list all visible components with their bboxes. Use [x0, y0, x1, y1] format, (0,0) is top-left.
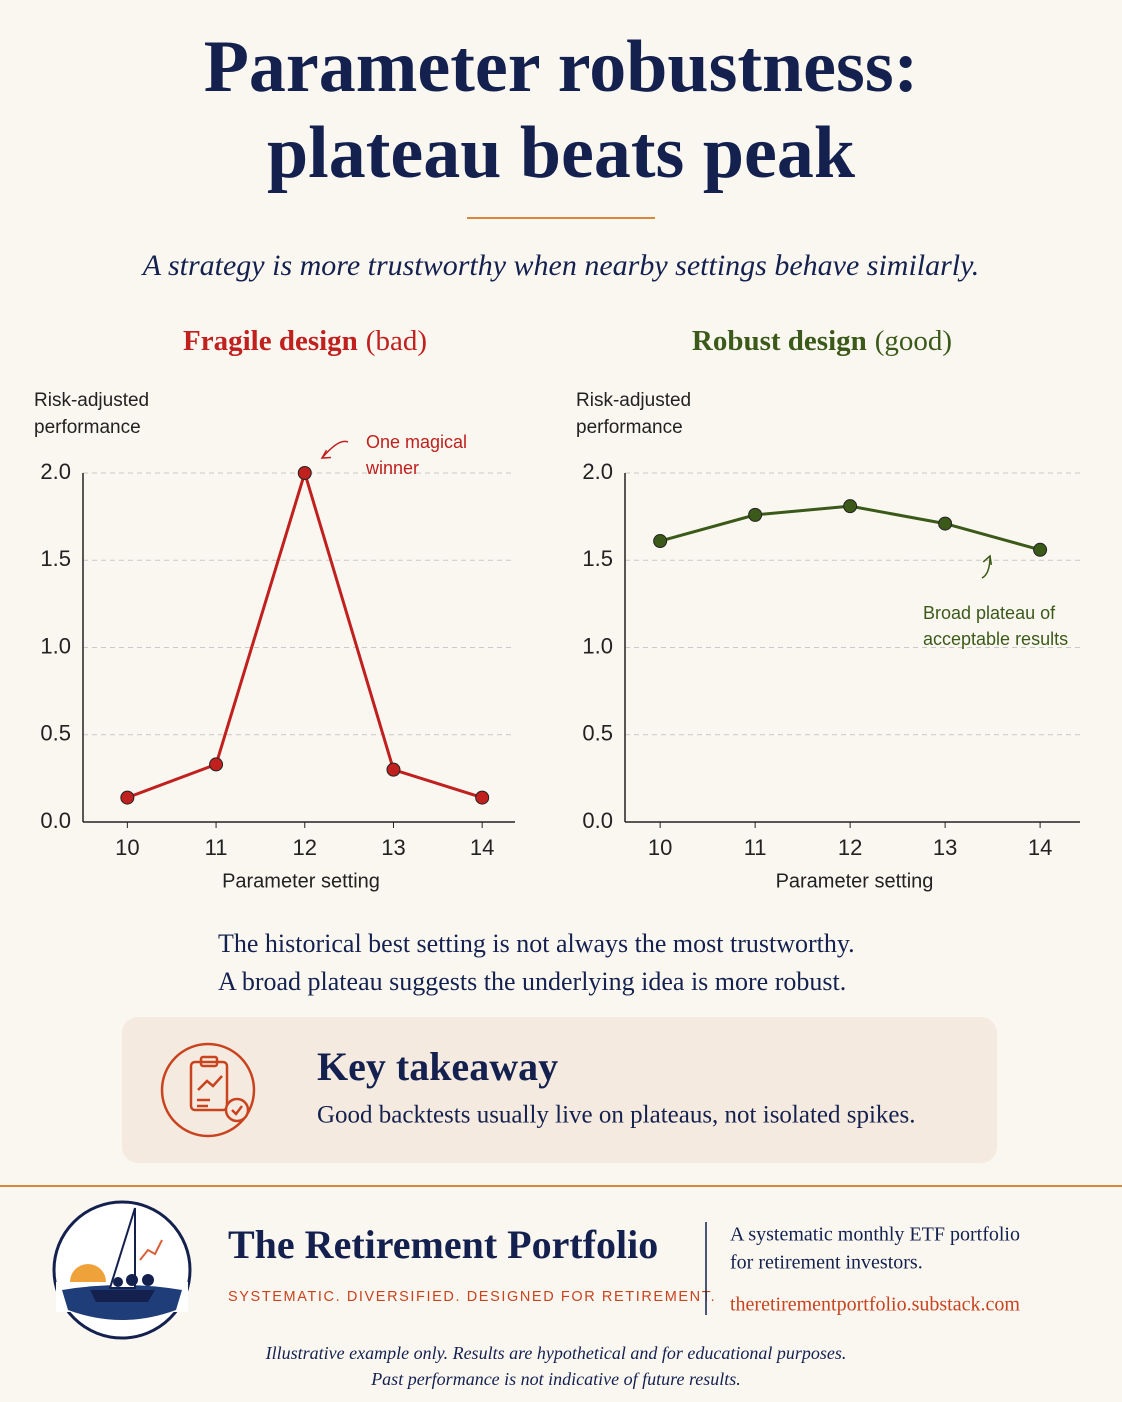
x-tick-label: 14: [470, 835, 494, 860]
x-axis-label: Parameter setting: [776, 870, 934, 892]
y-tick-label: 0.0: [40, 808, 71, 833]
point: [843, 499, 858, 514]
y-axis-label: performance: [576, 417, 683, 438]
disclaimer: Past performance is not indicative of fu…: [370, 1369, 741, 1389]
y-axis-label: Risk-adjusted: [576, 390, 691, 411]
url: theretirementportfolio.substack.com: [730, 1294, 1020, 1316]
point: [653, 534, 668, 549]
point: [748, 507, 763, 522]
point: [475, 790, 490, 805]
y-tick-label: 2.0: [40, 459, 71, 484]
description: for retirement investors.: [730, 1252, 923, 1274]
title-line: plateau beats peak: [267, 112, 856, 194]
chart-title-note: (bad): [366, 325, 427, 357]
y-tick-label: 1.0: [40, 633, 71, 658]
x-tick-label: 13: [381, 835, 405, 860]
x-tick-label: 14: [1028, 835, 1052, 860]
x-axis-label: Parameter setting: [222, 870, 380, 892]
subtitle: A strategy is more trustworthy when near…: [141, 249, 980, 282]
annotation: acceptable results: [923, 629, 1068, 649]
y-tick-label: 1.0: [582, 633, 613, 658]
takeaway-title: Key takeaway: [317, 1044, 558, 1089]
annotation: winner: [365, 458, 419, 478]
annotation: One magical: [366, 432, 467, 452]
x-tick-label: 12: [293, 835, 317, 860]
disclaimer: Illustrative example only. Results are h…: [265, 1343, 847, 1363]
tagline: SYSTEMATIC. DIVERSIFIED. DESIGNED FOR RE…: [228, 1289, 716, 1305]
y-tick-label: 1.5: [40, 546, 71, 571]
y-axis-label: Risk-adjusted: [34, 390, 149, 411]
y-tick-label: 0.5: [40, 721, 71, 746]
description: A systematic monthly ETF portfolio: [730, 1224, 1020, 1246]
x-tick-label: 11: [205, 835, 228, 860]
x-tick-label: 13: [933, 835, 957, 860]
title-line: Parameter robustness:: [204, 26, 919, 108]
y-tick-label: 0.5: [582, 721, 613, 746]
x-tick-label: 11: [744, 835, 767, 860]
y-tick-label: 2.0: [582, 459, 613, 484]
arrow-head: [320, 449, 332, 459]
y-tick-label: 1.5: [582, 546, 613, 571]
point: [1033, 542, 1048, 557]
point: [120, 790, 135, 805]
takeaway-box: [122, 1017, 997, 1163]
annotation: Broad plateau of: [923, 603, 1056, 623]
point: [938, 516, 953, 531]
arrow-head: [982, 554, 993, 566]
x-tick-label: 10: [648, 835, 672, 860]
note: A broad plateau suggests the underlying …: [218, 967, 846, 996]
chart-title: Fragile design (bad): [183, 325, 427, 357]
point: [386, 762, 401, 777]
chart-title-note: (good): [875, 325, 952, 357]
brand: The Retirement Portfolio: [228, 1222, 658, 1267]
takeaway-text: Good backtests usually live on plateaus,…: [317, 1102, 916, 1129]
note: The historical best setting is not alway…: [218, 929, 855, 958]
charts: Fragile design (bad) Risk-adjusted performa…: [34, 325, 1080, 892]
x-tick-label: 10: [115, 835, 139, 860]
point: [297, 466, 312, 480]
takeaway-icon: [160, 1042, 256, 1138]
chart-title: Robust design (good): [692, 325, 952, 357]
y-tick-label: 0.0: [582, 808, 613, 833]
y-axis-label: performance: [34, 417, 141, 438]
point: [209, 757, 224, 772]
chart-title-main: Robust design: [692, 325, 867, 357]
annotation-arrow: [321, 440, 349, 459]
chart-title-main: Fragile design: [183, 325, 358, 357]
logo: [52, 1200, 192, 1340]
x-tick-label: 12: [838, 835, 862, 860]
